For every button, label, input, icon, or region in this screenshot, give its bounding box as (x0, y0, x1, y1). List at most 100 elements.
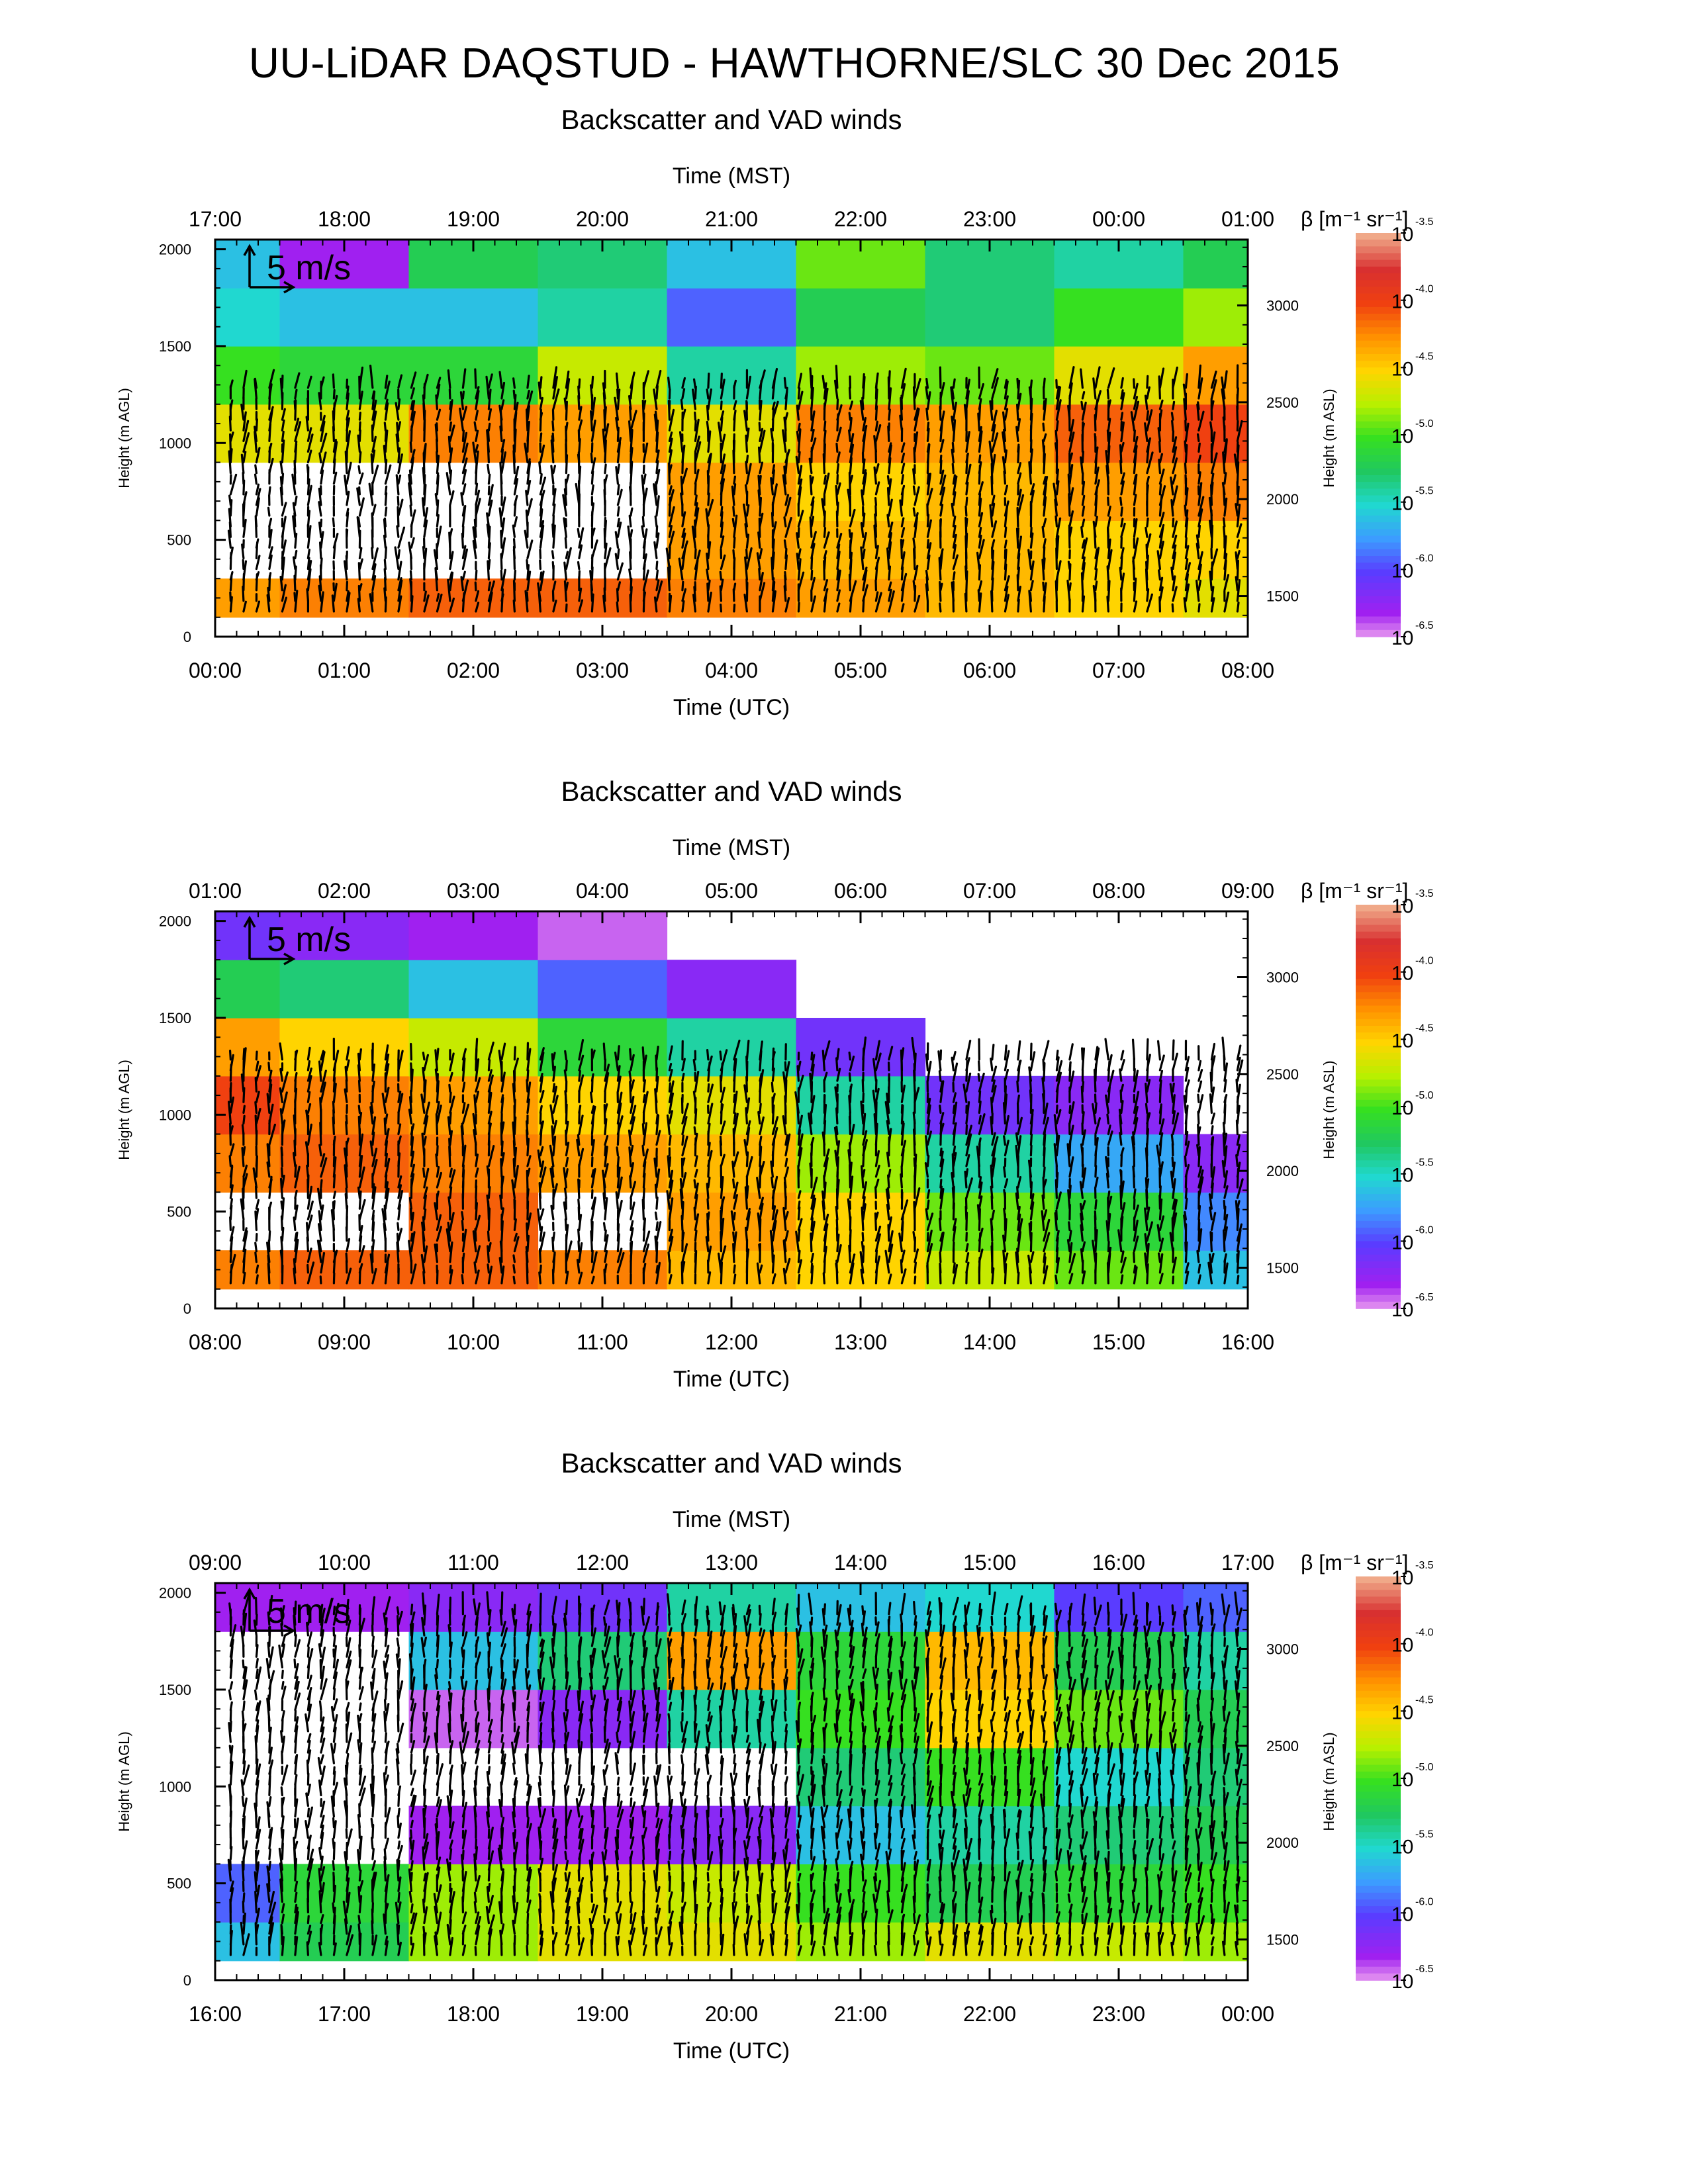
wind-vector (346, 1267, 352, 1285)
wind-vector (318, 1868, 322, 1892)
wind-vector (1172, 1082, 1175, 1093)
wind-vector (951, 581, 955, 602)
x-tick-label-bottom: 02:00 (447, 659, 500, 682)
wind-vector (833, 379, 839, 400)
colorbar-segment (1356, 428, 1401, 435)
wind-vector (410, 1136, 414, 1157)
wind-vector (395, 1653, 400, 1668)
wind-vector (487, 1609, 492, 1626)
wind-vector (423, 1054, 429, 1071)
wind-vector (1210, 481, 1214, 496)
wind-vector (526, 458, 531, 475)
wind-vector (1016, 1080, 1019, 1093)
wind-vector (564, 1090, 568, 1103)
wind-vector (320, 1923, 324, 1935)
wind-vector (810, 1197, 817, 1220)
wind-vector (255, 1644, 259, 1658)
wind-vector (306, 1060, 311, 1071)
wind-vector (473, 1805, 477, 1829)
wind-vector (862, 567, 868, 581)
wind-vector (487, 581, 491, 592)
wind-vector (1236, 420, 1239, 432)
heatmap-cell (538, 1250, 668, 1290)
heatmap-cell (538, 911, 668, 960)
wind-vector (759, 1116, 765, 1136)
wind-vector (615, 466, 620, 485)
wind-vector (384, 1703, 390, 1722)
colorbar-tick-exponent: -4.0 (1415, 956, 1434, 967)
wind-vector (926, 519, 932, 538)
wind-vector (681, 1116, 688, 1136)
wind-vector (281, 1174, 285, 1189)
wind-vector (862, 1203, 867, 1220)
wind-vector (539, 1592, 542, 1615)
wind-vector (436, 1690, 440, 1701)
wind-vector (513, 1852, 516, 1871)
wind-vector (797, 1250, 801, 1263)
wind-vector (1184, 487, 1189, 506)
wind-vector (500, 448, 504, 464)
wind-vector (681, 547, 686, 570)
wind-vector (1197, 401, 1200, 410)
wind-vector (242, 1173, 248, 1189)
colorbar-segment (1356, 945, 1401, 952)
wind-vector (1236, 1167, 1240, 1189)
wind-vector (926, 542, 932, 560)
wind-vector (1158, 1215, 1165, 1232)
wind-vector (604, 1071, 610, 1093)
colorbar-segment (1356, 905, 1401, 912)
wind-vector (628, 514, 632, 527)
wind-vector (487, 373, 493, 389)
wind-vector (332, 1782, 339, 1797)
wind-vector (641, 525, 645, 538)
colorbar-segment (1356, 1026, 1401, 1033)
wind-vector (539, 1072, 543, 1082)
wind-vector (642, 1243, 650, 1263)
colorbar-segment (1356, 1147, 1401, 1154)
wind-vector (628, 1129, 632, 1146)
wind-vector (1133, 1091, 1140, 1114)
wind-vector (397, 1123, 402, 1136)
wind-vector (371, 390, 376, 410)
wind-vector (654, 1088, 658, 1103)
wind-vector (823, 1230, 827, 1253)
wind-vector (487, 1111, 492, 1125)
wind-vector (280, 1146, 283, 1157)
wind-vector (1067, 404, 1071, 421)
wind-vector (642, 1218, 646, 1242)
wind-vector (900, 603, 905, 613)
wind-vector (266, 1865, 271, 1882)
wind-vector (874, 557, 880, 570)
wind-vector (914, 407, 919, 421)
wind-vector (320, 1737, 326, 1754)
scale-arrowhead-vertical (243, 915, 256, 928)
wind-vector (926, 443, 931, 464)
wind-vector (668, 565, 671, 581)
wind-vector (316, 1240, 322, 1263)
wind-vector (1004, 1050, 1010, 1071)
wind-vector (487, 1265, 493, 1285)
wind-vector (537, 1797, 542, 1818)
wind-vector (358, 1190, 362, 1210)
wind-vector (539, 1638, 543, 1647)
heatmap-cell (538, 288, 668, 347)
wind-vector (552, 524, 556, 549)
wind-vector (965, 390, 970, 410)
wind-vector (242, 420, 250, 442)
x-tick-label-top: 17:00 (189, 207, 242, 231)
wind-vector (1184, 573, 1190, 592)
wind-vector (449, 469, 453, 485)
wind-vector (358, 1803, 361, 1818)
wind-vector (888, 522, 894, 538)
wind-vector (1144, 394, 1149, 410)
wind-vector (978, 1232, 982, 1253)
wind-vector (436, 1856, 442, 1871)
wind-vector (888, 1216, 892, 1232)
wind-vector (292, 515, 297, 538)
colorbar-segment (1356, 938, 1401, 946)
wind-vector (318, 452, 322, 464)
wind-vector (1172, 1094, 1176, 1114)
wind-vector (446, 1795, 451, 1818)
wind-vector (1146, 1054, 1151, 1071)
wind-vector (1094, 390, 1102, 410)
